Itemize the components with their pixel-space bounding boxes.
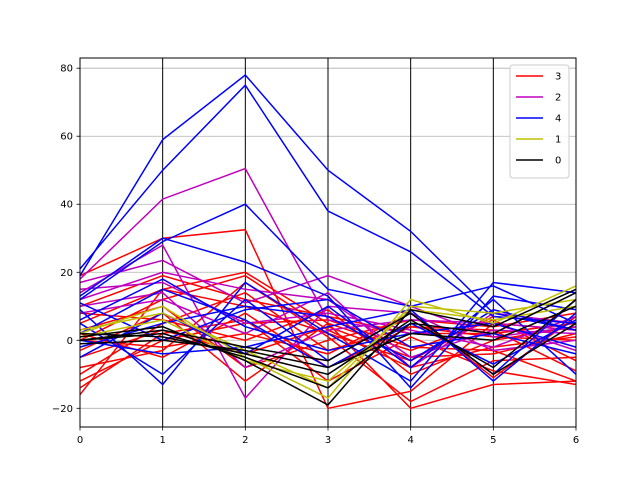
series-line	[79, 298, 577, 376]
x-tick-label: 5	[490, 435, 496, 446]
series-line	[79, 312, 577, 376]
series-line	[79, 259, 577, 338]
y-ticks: −20 0 20 40 60 80	[52, 64, 80, 415]
x-tick-label: 6	[573, 435, 579, 446]
legend-label: 0	[555, 156, 561, 167]
legend-box	[509, 64, 570, 179]
legend-label: 2	[555, 93, 561, 104]
series-line	[79, 308, 577, 383]
series-line	[79, 84, 577, 325]
y-tick-label: 20	[60, 268, 73, 279]
series-line	[79, 292, 577, 389]
legend-label: 4	[555, 114, 561, 125]
x-tick-label: 4	[407, 435, 413, 446]
x-tick-label: 1	[159, 435, 165, 446]
legend: 3 2 4 1 0	[509, 64, 570, 179]
series-line	[79, 203, 577, 324]
series-line	[79, 281, 577, 403]
x-ticks: 0 1 2 3 4 5 6	[77, 427, 579, 446]
x-tick-label: 2	[242, 435, 248, 446]
y-tick-label: 0	[67, 336, 73, 347]
series-line	[79, 305, 577, 382]
y-tick-label: 60	[60, 132, 73, 143]
series-line	[79, 312, 577, 379]
legend-label: 3	[555, 72, 561, 83]
series-line	[79, 305, 577, 362]
x-tick-label: 3	[325, 435, 331, 446]
legend-label: 1	[555, 135, 561, 146]
series-lines	[79, 73, 577, 410]
series-line	[79, 237, 577, 390]
series-line	[79, 281, 577, 348]
series-line	[79, 285, 577, 400]
series-line	[79, 288, 577, 406]
series-0	[79, 288, 577, 406]
y-tick-label: 40	[60, 200, 73, 211]
series-line	[79, 305, 577, 369]
y-tick-label: −20	[52, 404, 73, 415]
y-tick-label: 80	[60, 64, 73, 75]
x-tick-label: 0	[77, 435, 83, 446]
series-line	[79, 281, 577, 386]
